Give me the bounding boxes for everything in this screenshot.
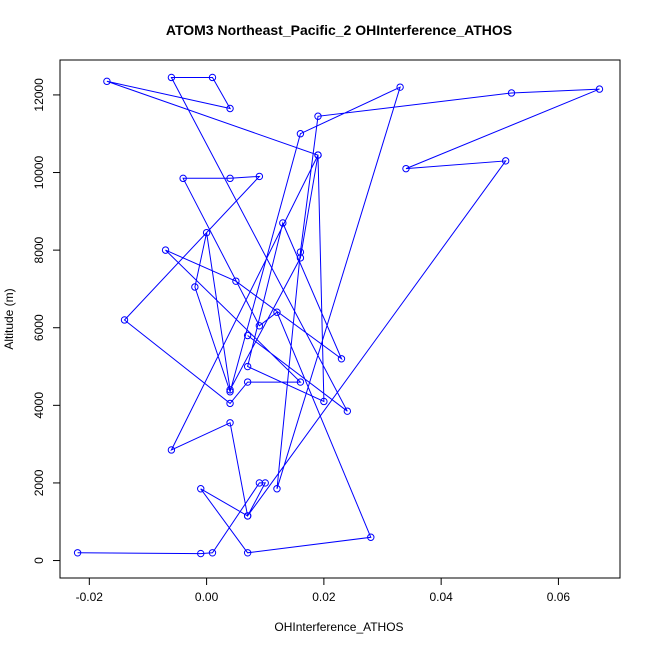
data-point (243, 378, 252, 386)
y-tick-label: 12000 (32, 78, 46, 112)
y-tick-label: 8000 (32, 236, 46, 263)
data-point (226, 399, 234, 408)
data-point (279, 219, 287, 227)
data-point (167, 446, 176, 454)
data-point (120, 316, 129, 324)
data-point (226, 388, 234, 396)
data-point (296, 130, 305, 138)
data-point (103, 77, 111, 86)
x-tick-label: 0.04 (429, 590, 453, 604)
x-axis: -0.02 0.00 0.02 0.04 0.06 (76, 577, 571, 604)
x-tick-label: 0.06 (547, 590, 571, 604)
data-point (296, 254, 305, 262)
data-point (255, 479, 264, 487)
data-point (320, 397, 328, 406)
data-point (197, 549, 205, 558)
y-axis: 0 2000 4000 6000 8000 10000 12000 (32, 78, 61, 564)
data-point (232, 277, 240, 285)
data-point (243, 331, 252, 340)
x-tick-label: 0.02 (312, 590, 336, 604)
plot-frame (59, 59, 621, 579)
data-point (208, 73, 217, 82)
data-point (314, 151, 322, 159)
data-point (226, 386, 234, 394)
data-point (396, 83, 404, 91)
y-tick-label: 0 (32, 557, 46, 564)
data-point (273, 308, 281, 316)
data-point (191, 283, 199, 291)
data-point (197, 485, 205, 493)
y-tick-label: 4000 (32, 392, 46, 419)
data-point (179, 174, 187, 183)
data-point (296, 248, 305, 256)
data-point (255, 172, 264, 181)
x-tick-label: 0.00 (195, 590, 219, 604)
data-point (314, 112, 322, 120)
data-point (73, 549, 82, 557)
chart-title: ATOM3 Northeast_Pacific_2 OHInterference… (166, 22, 512, 38)
data-point (243, 549, 252, 557)
data-point (226, 174, 234, 183)
data-point (202, 228, 211, 237)
data-point (402, 164, 410, 173)
y-tick-label: 6000 (32, 314, 46, 341)
data-point (337, 355, 346, 363)
data-point (208, 549, 217, 557)
data-point (501, 157, 510, 165)
y-tick-label: 2000 (32, 469, 46, 496)
data-point (161, 246, 170, 254)
data-point (343, 407, 352, 415)
data-point (243, 362, 252, 371)
series-layer (73, 73, 604, 558)
data-point (243, 512, 252, 520)
data-point (367, 533, 375, 541)
x-axis-label: OHInterference_ATHOS (274, 620, 403, 634)
data-point (273, 485, 281, 493)
x-tick-label: -0.02 (76, 590, 104, 604)
y-axis-label: Altitude (m) (2, 288, 16, 349)
data-point (261, 479, 269, 487)
data-point (226, 419, 234, 427)
data-point (255, 322, 264, 330)
data-point (226, 104, 234, 113)
data-point (595, 85, 604, 93)
data-point (296, 378, 305, 386)
data-point (167, 73, 176, 82)
series-line (77, 77, 600, 555)
y-tick-label: 10000 (32, 156, 46, 190)
data-point (507, 89, 516, 97)
